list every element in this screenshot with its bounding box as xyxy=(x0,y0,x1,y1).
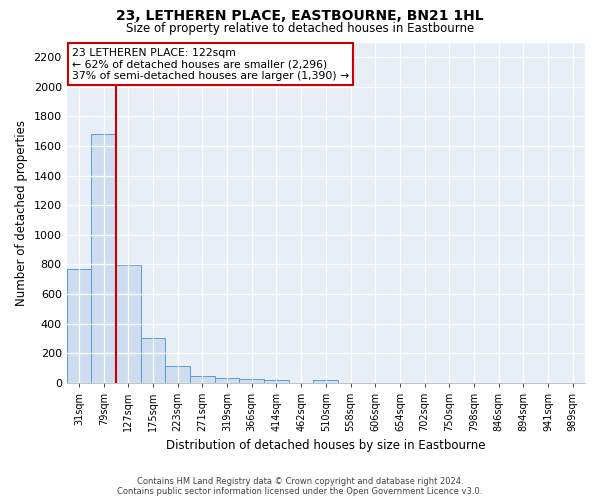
Bar xyxy=(264,380,289,383)
Text: 23 LETHEREN PLACE: 122sqm
← 62% of detached houses are smaller (2,296)
37% of se: 23 LETHEREN PLACE: 122sqm ← 62% of detac… xyxy=(72,48,349,81)
Y-axis label: Number of detached properties: Number of detached properties xyxy=(15,120,28,306)
Text: Size of property relative to detached houses in Eastbourne: Size of property relative to detached ho… xyxy=(126,22,474,35)
Bar xyxy=(239,379,264,383)
X-axis label: Distribution of detached houses by size in Eastbourne: Distribution of detached houses by size … xyxy=(166,440,485,452)
Bar xyxy=(141,338,166,383)
Bar xyxy=(215,378,239,383)
Bar xyxy=(116,265,141,383)
Bar xyxy=(313,380,338,383)
Text: 23, LETHEREN PLACE, EASTBOURNE, BN21 1HL: 23, LETHEREN PLACE, EASTBOURNE, BN21 1HL xyxy=(116,9,484,23)
Text: Contains HM Land Registry data © Crown copyright and database right 2024.
Contai: Contains HM Land Registry data © Crown c… xyxy=(118,476,482,496)
Bar xyxy=(166,366,190,383)
Bar xyxy=(91,134,116,383)
Bar xyxy=(190,376,215,383)
Bar xyxy=(67,269,91,383)
